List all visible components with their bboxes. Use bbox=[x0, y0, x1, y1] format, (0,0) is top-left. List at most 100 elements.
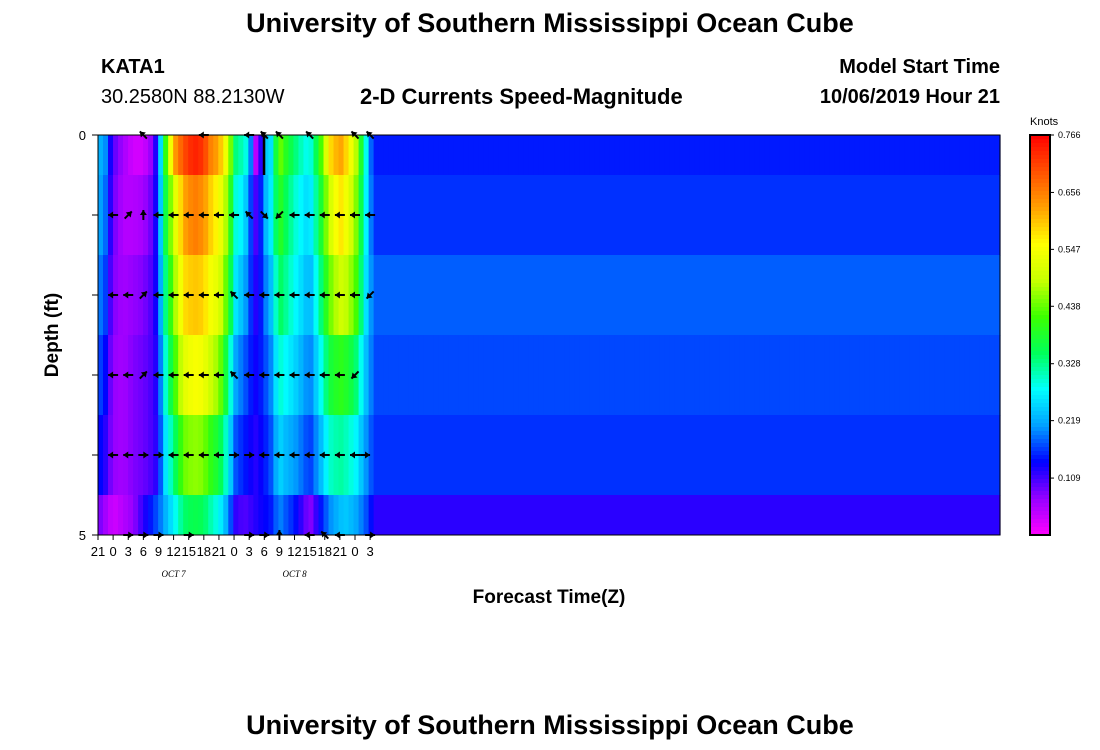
heatmap-cell bbox=[288, 135, 295, 176]
colorbar-swatch bbox=[1030, 395, 1050, 400]
heatmap-cell bbox=[914, 495, 921, 536]
heatmap-cell bbox=[589, 415, 595, 496]
vector-head bbox=[108, 211, 114, 219]
heatmap-cell bbox=[864, 135, 871, 176]
current-vector bbox=[289, 211, 300, 219]
heatmap-cell bbox=[669, 255, 675, 336]
colorbar-tick-label: 0.219 bbox=[1058, 416, 1081, 426]
colorbar-swatch bbox=[1030, 403, 1050, 408]
heatmap-cell bbox=[844, 335, 851, 416]
heatmap-cell bbox=[363, 135, 370, 176]
heatmap-cell bbox=[163, 335, 169, 416]
heatmap-cell bbox=[258, 135, 264, 176]
heatmap-cell bbox=[584, 335, 590, 416]
heatmap-cell bbox=[939, 175, 946, 256]
heatmap-cell bbox=[694, 495, 700, 536]
heatmap-cell bbox=[533, 175, 540, 256]
heatmap-cell bbox=[303, 135, 310, 176]
heatmap-cell bbox=[924, 335, 931, 416]
heatmap-cell bbox=[253, 495, 259, 536]
heatmap-cell bbox=[689, 175, 695, 256]
heatmap-cell bbox=[984, 415, 991, 496]
heatmap-cell bbox=[528, 415, 535, 496]
heatmap-cell bbox=[143, 135, 149, 176]
heatmap-cell bbox=[433, 175, 440, 256]
heatmap-cell bbox=[518, 255, 525, 336]
heatmap-cell bbox=[779, 415, 786, 496]
heatmap-cell bbox=[398, 255, 405, 336]
heatmap-cell bbox=[959, 335, 966, 416]
current-vector bbox=[213, 211, 224, 219]
heatmap-cell bbox=[899, 415, 906, 496]
colorbar-swatch bbox=[1030, 455, 1050, 460]
colorbar-swatch bbox=[1030, 175, 1050, 180]
heatmap-cell bbox=[909, 175, 916, 256]
heatmap-cell bbox=[769, 415, 776, 496]
heatmap-cell bbox=[824, 135, 831, 176]
heatmap-cell bbox=[473, 415, 480, 496]
current-vector bbox=[153, 371, 164, 379]
heatmap-cell bbox=[418, 255, 425, 336]
heatmap-cell bbox=[438, 495, 445, 536]
heatmap-cell bbox=[599, 495, 605, 536]
heatmap-cell bbox=[654, 135, 660, 176]
heatmap-cell bbox=[664, 495, 670, 536]
x-tick-label: 6 bbox=[261, 544, 268, 559]
vector-head bbox=[304, 291, 310, 299]
heatmap-cell bbox=[769, 255, 776, 336]
y-axis-label: Depth (ft) bbox=[42, 293, 63, 377]
heatmap-cell bbox=[398, 335, 405, 416]
heatmap-cell bbox=[889, 255, 896, 336]
heatmap-cell bbox=[794, 175, 801, 256]
heatmap-cell bbox=[684, 175, 690, 256]
heatmap-cell bbox=[253, 255, 259, 336]
heatmap-cell bbox=[979, 335, 986, 416]
heatmap-cell bbox=[433, 415, 440, 496]
heatmap-cell bbox=[639, 335, 645, 416]
heatmap-cell bbox=[989, 255, 996, 336]
colorbar-swatch bbox=[1030, 183, 1050, 188]
heatmap-cell bbox=[794, 495, 801, 536]
heatmap-cell bbox=[549, 255, 555, 336]
vector-head bbox=[244, 291, 250, 299]
colorbar-swatch bbox=[1030, 159, 1050, 164]
heatmap-cell bbox=[624, 135, 630, 176]
heatmap-cell bbox=[473, 495, 480, 536]
heatmap-cell bbox=[764, 135, 771, 176]
heatmap-cell bbox=[619, 175, 625, 256]
heatmap-cell bbox=[639, 495, 645, 536]
heatmap-cell bbox=[298, 335, 305, 416]
heatmap-cell bbox=[313, 415, 320, 496]
heatmap-cell bbox=[684, 495, 690, 536]
heatmap-cell bbox=[388, 335, 395, 416]
heatmap-cell bbox=[604, 135, 610, 176]
heatmap-cell bbox=[383, 135, 390, 176]
heatmap-cell bbox=[969, 415, 976, 496]
heatmap-cell bbox=[508, 415, 515, 496]
heatmap-cell bbox=[589, 255, 595, 336]
colorbar-swatch bbox=[1030, 259, 1050, 264]
heatmap-cell bbox=[518, 495, 525, 536]
heatmap-cell bbox=[784, 135, 791, 176]
vector-head bbox=[229, 211, 235, 219]
heatmap-cell bbox=[383, 335, 390, 416]
heatmap-cell bbox=[689, 415, 695, 496]
heatmap-cell bbox=[779, 135, 786, 176]
heatmap-cell bbox=[804, 415, 811, 496]
heatmap-cell bbox=[794, 255, 801, 336]
colorbar-swatch bbox=[1030, 507, 1050, 512]
heatmap-cell bbox=[273, 495, 279, 536]
heatmap-cell bbox=[964, 135, 971, 176]
heatmap-cell bbox=[423, 495, 430, 536]
colorbar-swatch bbox=[1030, 511, 1050, 516]
heatmap-cell bbox=[513, 335, 520, 416]
vector-head bbox=[319, 371, 325, 379]
heatmap-cell bbox=[528, 255, 535, 336]
heatmap-cell bbox=[894, 495, 901, 536]
current-vector bbox=[183, 211, 194, 219]
heatmap-cell bbox=[779, 335, 786, 416]
heatmap-cell bbox=[488, 135, 495, 176]
heatmap-cell bbox=[784, 255, 791, 336]
heatmap-cell bbox=[879, 175, 886, 256]
heatmap-cell bbox=[153, 495, 159, 536]
